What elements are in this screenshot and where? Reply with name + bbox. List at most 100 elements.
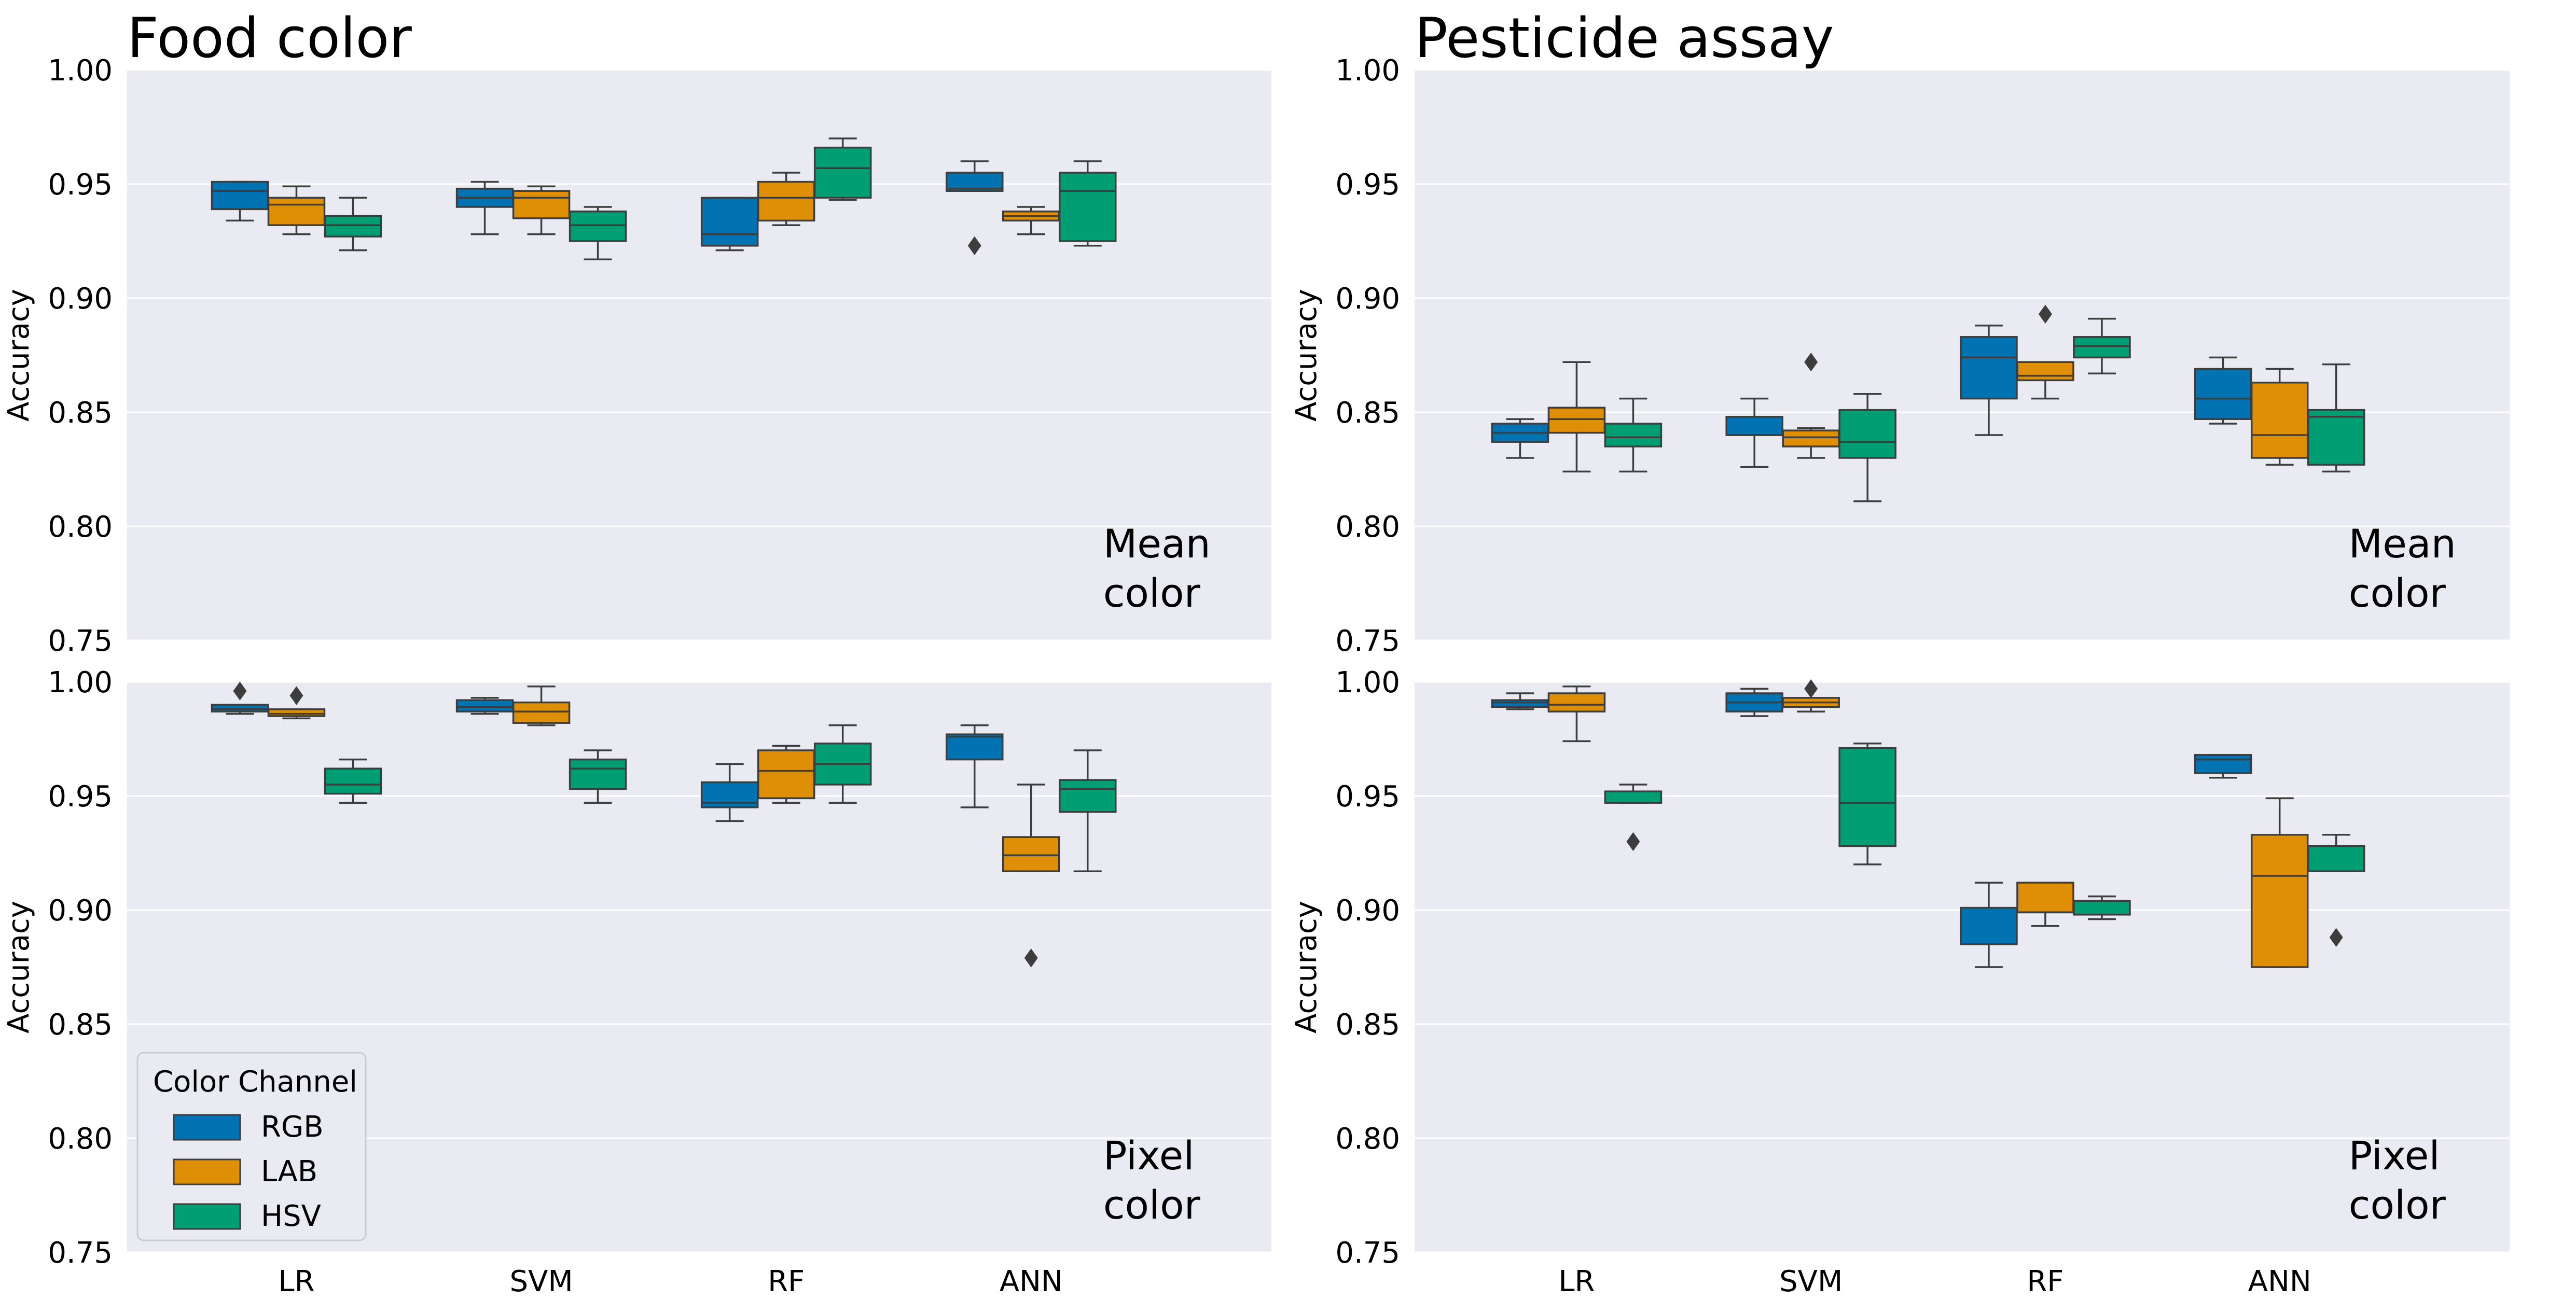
box-iqr [2194, 368, 2252, 420]
legend-swatch-rgb [173, 1114, 241, 1141]
y-tick-label: 0.95 [48, 168, 113, 202]
legend-label-hsv: HSV [261, 1199, 321, 1233]
box-lab [1547, 361, 1606, 473]
box-iqr [2307, 409, 2365, 466]
box-iqr [1547, 407, 1606, 434]
x-tick-label: SVM [1779, 1265, 1843, 1298]
y-tick-label: 0.90 [1335, 282, 1400, 316]
box-hsv [1604, 784, 1663, 851]
box-lab [267, 686, 326, 720]
box-lab [1002, 784, 1060, 968]
chart-panel: 0.75 0.80 0.85 0.90 0.95 1.00 Accuracy Food col… [2, 6, 1271, 658]
box-hsv [1604, 397, 1663, 473]
box-lab [1782, 679, 1840, 712]
y-tick-label: 0.85 [1335, 1008, 1400, 1042]
y-tick-label: 1.00 [1335, 54, 1400, 88]
box-iqr [1604, 423, 1663, 448]
box-hsv [813, 724, 872, 804]
annotation-line: Pixel [1103, 1133, 1195, 1179]
outlier-point [1804, 353, 1818, 372]
box-hsv [569, 206, 627, 260]
box-hsv [1058, 749, 1117, 872]
y-tick-label: 0.90 [1335, 894, 1400, 928]
legend-frame [136, 1052, 367, 1241]
box-hsv [2073, 317, 2131, 374]
y-axis-label: Accuracy [2, 901, 36, 1033]
legend-swatch-hsv [173, 1203, 241, 1230]
box-rgb [700, 197, 759, 251]
box-lab [2250, 368, 2309, 466]
x-tick-label: RF [768, 1265, 805, 1298]
y-axis-label: Accuracy [2, 289, 36, 422]
box-iqr [2073, 900, 2131, 916]
panels: 0.75 0.80 0.85 0.90 0.95 1.00 Accuracy Food col… [2, 6, 2510, 1298]
y-tick-label: 0.80 [48, 510, 113, 544]
box-iqr [512, 190, 571, 219]
panel-title: Pesticide assay [1415, 6, 1834, 70]
box-iqr [455, 699, 514, 712]
box-iqr [2250, 834, 2309, 968]
y-tick-label: 0.85 [1335, 396, 1400, 430]
box-iqr [267, 197, 326, 226]
annotation-line: Mean [2349, 521, 2456, 567]
legend: Color Channel RGB LAB HSV [136, 1052, 367, 1241]
y-tick-label: 1.00 [48, 54, 113, 88]
box-hsv [1838, 743, 1896, 865]
y-tick-label: 0.80 [48, 1122, 113, 1156]
box-rgb [211, 180, 269, 222]
chart-panel: 0.75 0.80 0.85 0.90 0.95 1.00 Accuracy LR SVM RF A… [1290, 666, 2510, 1298]
box-lab [1547, 686, 1606, 743]
box-iqr [1002, 836, 1060, 872]
box-iqr [2250, 382, 2309, 459]
y-tick-label: 0.95 [1335, 780, 1400, 814]
outlier-point [289, 686, 303, 705]
box-rgb [700, 763, 759, 822]
box-iqr [757, 180, 815, 222]
box-iqr [1838, 747, 1896, 847]
annotation-line: color [1103, 570, 1201, 616]
box-hsv [2307, 834, 2365, 947]
box-iqr [512, 701, 571, 724]
legend-label-rgb: RGB [261, 1110, 324, 1144]
outlier-point [967, 236, 981, 255]
box-hsv [2307, 363, 2365, 473]
panel-title: Food color [127, 6, 412, 70]
y-tick-label: 1.00 [1335, 666, 1400, 700]
box-iqr [1838, 409, 1896, 459]
box-rgb [2194, 356, 2252, 425]
box-iqr [700, 197, 759, 247]
panel-annotation: Pixel color [1103, 1133, 1201, 1228]
y-tick-label: 0.75 [1335, 624, 1400, 658]
box-iqr [1604, 790, 1663, 804]
outlier-point [1626, 832, 1640, 851]
box-rgb [455, 180, 514, 235]
box-iqr [569, 758, 627, 790]
y-tick-label: 0.90 [48, 894, 113, 928]
box-lab [2250, 797, 2309, 968]
box-rgb [1960, 325, 2018, 436]
y-tick-label: 0.75 [48, 1236, 113, 1270]
y-tick-label: 0.80 [1335, 1122, 1400, 1156]
outlier-point [2329, 928, 2343, 947]
box-lab [512, 686, 571, 726]
box-iqr [1960, 336, 2018, 400]
box-iqr [1058, 172, 1117, 242]
y-tick-label: 0.75 [1335, 1236, 1400, 1270]
box-iqr [1725, 416, 1783, 436]
outlier-point [1804, 679, 1818, 698]
box-iqr [211, 704, 269, 712]
y-axis-label: Accuracy [1290, 901, 1323, 1033]
box-iqr [1782, 429, 1840, 448]
box-iqr [1058, 779, 1117, 813]
box-iqr [813, 146, 872, 199]
box-rgb [945, 724, 1004, 808]
box-lab [757, 172, 815, 226]
box-iqr [2016, 882, 2074, 914]
box-iqr [2194, 754, 2252, 774]
plot-area [1415, 682, 2510, 1252]
x-tick-label: LR [278, 1265, 314, 1298]
y-tick-label: 0.95 [48, 780, 113, 814]
y-tick-label: 0.80 [1335, 510, 1400, 544]
box-rgb [211, 681, 269, 715]
panel-annotation: Mean color [2349, 521, 2456, 616]
